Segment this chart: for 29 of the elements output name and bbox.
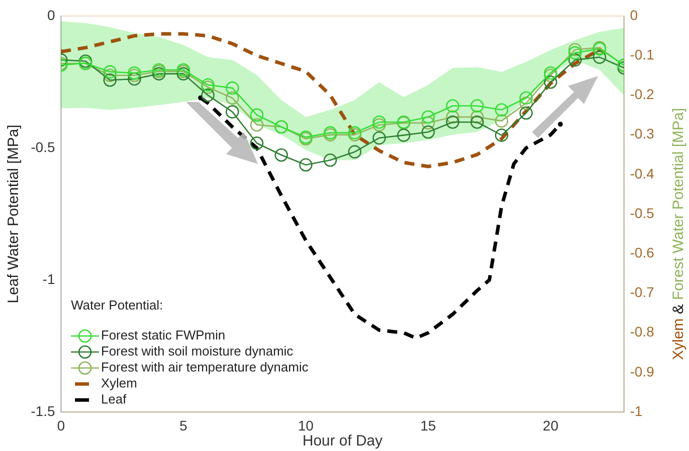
y2-tick-label: -0.1	[630, 46, 654, 62]
legend-title: Water Potential:	[71, 298, 164, 313]
y2-tick-label: -0.3	[630, 126, 654, 142]
x-tick-label: 10	[298, 417, 314, 434]
x-tick-label: 15	[420, 417, 436, 434]
legend-label: Forest with soil moisture dynamic	[101, 344, 294, 359]
legend-label: Forest with air temperature dynamic	[101, 360, 309, 375]
y2-tick-label: -0.5	[630, 204, 654, 221]
y-tick-label: -0.5	[30, 138, 56, 155]
legend-label: Xylem	[101, 376, 138, 391]
x-tick-label: 5	[179, 417, 188, 434]
y2-tick-label: -0.9	[630, 363, 654, 380]
y2-tick-label: -0.2	[630, 86, 654, 102]
y2-tick-label: -0.8	[630, 324, 654, 340]
x-tick-label: 0	[57, 417, 66, 434]
y-axis-title: Leaf Water Potential [MPa]	[5, 124, 22, 304]
legend-label: Forest static FWPmin	[101, 328, 226, 343]
y2-tick-label: -0.6	[630, 244, 654, 260]
x-tick-label: 20	[542, 417, 559, 434]
legend-label: Leaf	[101, 392, 127, 407]
y-tick-label: -1.5	[30, 402, 56, 419]
y-tick-label: 0	[47, 6, 56, 23]
y2-tick-label: -0.7	[630, 284, 654, 300]
y-tick-label: -1	[42, 270, 56, 287]
y2-tick-label: -1	[630, 402, 643, 419]
x-axis-title: Hour of Day	[302, 432, 384, 450]
y2-tick-label: 0	[630, 6, 638, 23]
y2-tick-label: -0.4	[630, 165, 654, 182]
y2-axis-title: Xylem & Forest Water Potential [MPa]	[670, 108, 688, 360]
